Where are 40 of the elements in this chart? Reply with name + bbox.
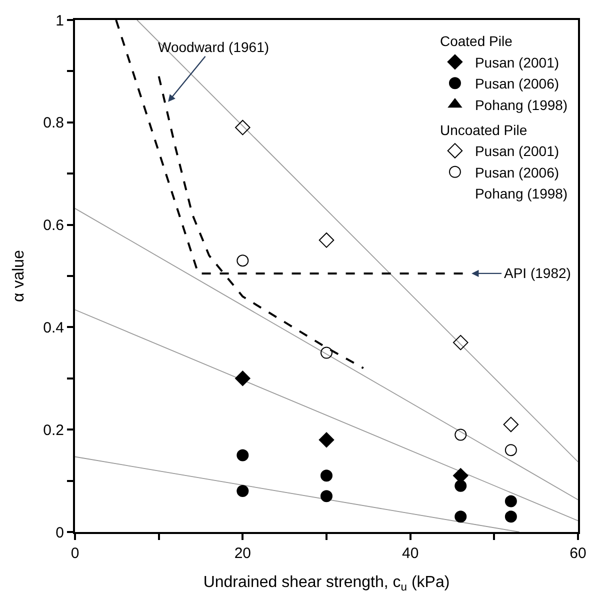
point	[503, 416, 519, 432]
point	[452, 334, 468, 350]
x-tick-label: 20	[234, 545, 252, 562]
text: Pohang (1998)	[474, 186, 568, 202]
point	[236, 449, 249, 462]
point	[504, 495, 517, 508]
y-tick-label: 1	[56, 12, 64, 30]
y-tick-label: 0.2	[43, 422, 64, 439]
legend-label: Pusan (2006)	[474, 76, 560, 92]
y-axis-title: α value	[10, 250, 28, 302]
point	[320, 470, 332, 482]
annotation: Woodward (1961)	[158, 39, 270, 55]
point	[504, 444, 517, 456]
point	[235, 370, 250, 386]
y-tick-label: 0	[56, 524, 64, 542]
legend-label: Pusan (2001)	[474, 54, 560, 70]
y-tick-label: 0.4	[43, 319, 64, 336]
x-tick-label: 60	[570, 545, 586, 562]
point	[318, 232, 334, 248]
point	[320, 490, 332, 502]
point	[318, 432, 334, 448]
point	[454, 480, 467, 492]
point	[504, 510, 517, 523]
text: Uncoated Pile	[440, 122, 528, 138]
point	[454, 510, 467, 523]
x-tick-label: 40	[402, 545, 419, 562]
point	[236, 254, 249, 267]
legend-label: Pusan (2001)	[474, 143, 560, 160]
annotation: API (1982)	[504, 265, 571, 281]
point	[235, 120, 250, 136]
y-tick-label: 0.8	[43, 114, 64, 132]
legend-label: Pohang (1998)	[474, 96, 568, 113]
point	[236, 485, 249, 498]
x-tick-label: 0	[70, 545, 80, 562]
point	[320, 346, 332, 359]
text: Coated Pile	[440, 33, 512, 50]
y-tick-label: 0.6	[43, 217, 64, 234]
legend-label: Pusan (2006)	[474, 164, 560, 180]
point	[454, 428, 467, 441]
x-axis-title: Undrained shear strength, c$_{u}$ (kPa)	[203, 574, 450, 594]
